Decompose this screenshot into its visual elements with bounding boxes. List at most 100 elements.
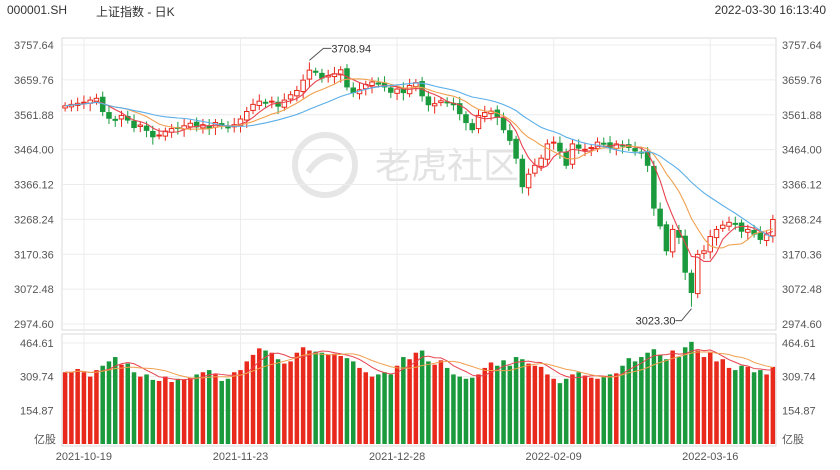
candle-body [707,236,713,253]
volume-panel-frame [61,333,777,447]
volume-bar [119,364,124,444]
volume-bar [319,352,325,444]
candle-body [469,123,475,131]
candle-body [244,111,250,121]
candle-body [369,81,375,86]
volume-bar [714,361,719,444]
candle-body [726,221,732,227]
candle-body [438,100,444,104]
volume-unit-right: 亿股 [782,433,804,446]
candle-body [644,151,651,166]
volume-bar [313,351,318,444]
volume-bar [595,378,600,444]
candle-body [456,103,463,115]
volume-bar [344,358,350,444]
volume-bar [720,359,726,444]
candle-body [112,118,118,121]
volume-bar [432,364,437,444]
candle-body [575,144,582,149]
volume-bar [231,372,237,444]
volume-bar [733,370,738,444]
volume-bar [463,378,469,444]
volume-ma-line [65,348,773,381]
price-tick-right: 3757.64 [782,40,822,52]
volume-bar [588,377,594,444]
ticker-symbol: 000001.SH [7,3,68,17]
volume-bar [457,376,462,444]
candle-body [463,114,469,124]
price-tick-right: 3561.88 [782,110,822,122]
candle-body [532,164,538,174]
candle-body [663,224,670,252]
volume-tick-left: 309.74 [20,372,54,384]
volume-bar [501,360,506,444]
candle-body [375,82,382,85]
volume-bar [488,362,494,444]
volume-bar [520,359,525,444]
volume-bar [413,352,419,444]
candle-body [187,122,194,128]
volume-bar [476,374,481,444]
volume-bar [169,382,174,444]
volume-bar [94,370,99,444]
volume-bar [250,354,256,444]
high-leader-line [309,47,332,61]
candle-body [81,101,87,104]
volume-bar [269,352,275,444]
candle-body [669,228,676,253]
candle-body [588,146,594,149]
date-tick: 2022-02-09 [526,451,582,463]
low-annotation: 3023.30 [636,316,676,328]
volume-bar [645,352,650,444]
candle-body [538,157,544,167]
candle-body [256,100,263,106]
candle-body [713,228,720,239]
candle-body [732,222,739,225]
volume-bar [163,376,168,444]
volume-bar [257,348,262,444]
candle-body [106,112,112,119]
volume-bar [106,361,112,444]
candle-body [651,165,657,209]
volume-bar [620,365,625,444]
price-tick-left: 3659.76 [14,75,54,87]
candle-body [250,103,256,111]
volume-bar [444,367,450,444]
price-tick-right: 3464.00 [782,145,822,157]
volume-bar [469,377,475,444]
price-tick-right: 3170.36 [782,249,822,261]
volume-tick-left: 154.87 [20,405,54,417]
volume-bar [632,361,638,444]
volume-bar [513,357,519,444]
volume-bar [69,372,74,444]
candle-body [143,125,150,131]
volume-bar [751,372,757,444]
price-tick-left: 2974.60 [14,319,54,331]
volume-bar [300,347,306,444]
volume-bar [125,363,131,444]
price-tick-left: 3464.00 [14,145,54,157]
price-tick-right: 3072.48 [782,284,822,296]
volume-bar [401,357,406,444]
candle-body [237,118,244,127]
date-tick: 2021-12-28 [369,451,425,463]
date-tick: 2021-10-19 [56,451,112,463]
candle-body [720,224,726,229]
candle-body [569,143,576,165]
candle-body [312,70,319,73]
volume-bar [726,367,732,444]
timestamp: 2022-03-30 16:13:40 [714,3,826,17]
candle-body [93,97,100,102]
volume-bar [664,359,669,444]
volume-bar [175,378,181,444]
candle-body [269,100,275,103]
volume-bar [695,350,700,444]
candle-body [507,130,513,141]
volume-tick-left: 464.61 [20,338,54,350]
volume-bar [388,374,394,444]
volume-bar [294,352,300,444]
volume-bar [670,350,675,444]
volume-bar [194,374,199,444]
candle-body [688,272,695,294]
